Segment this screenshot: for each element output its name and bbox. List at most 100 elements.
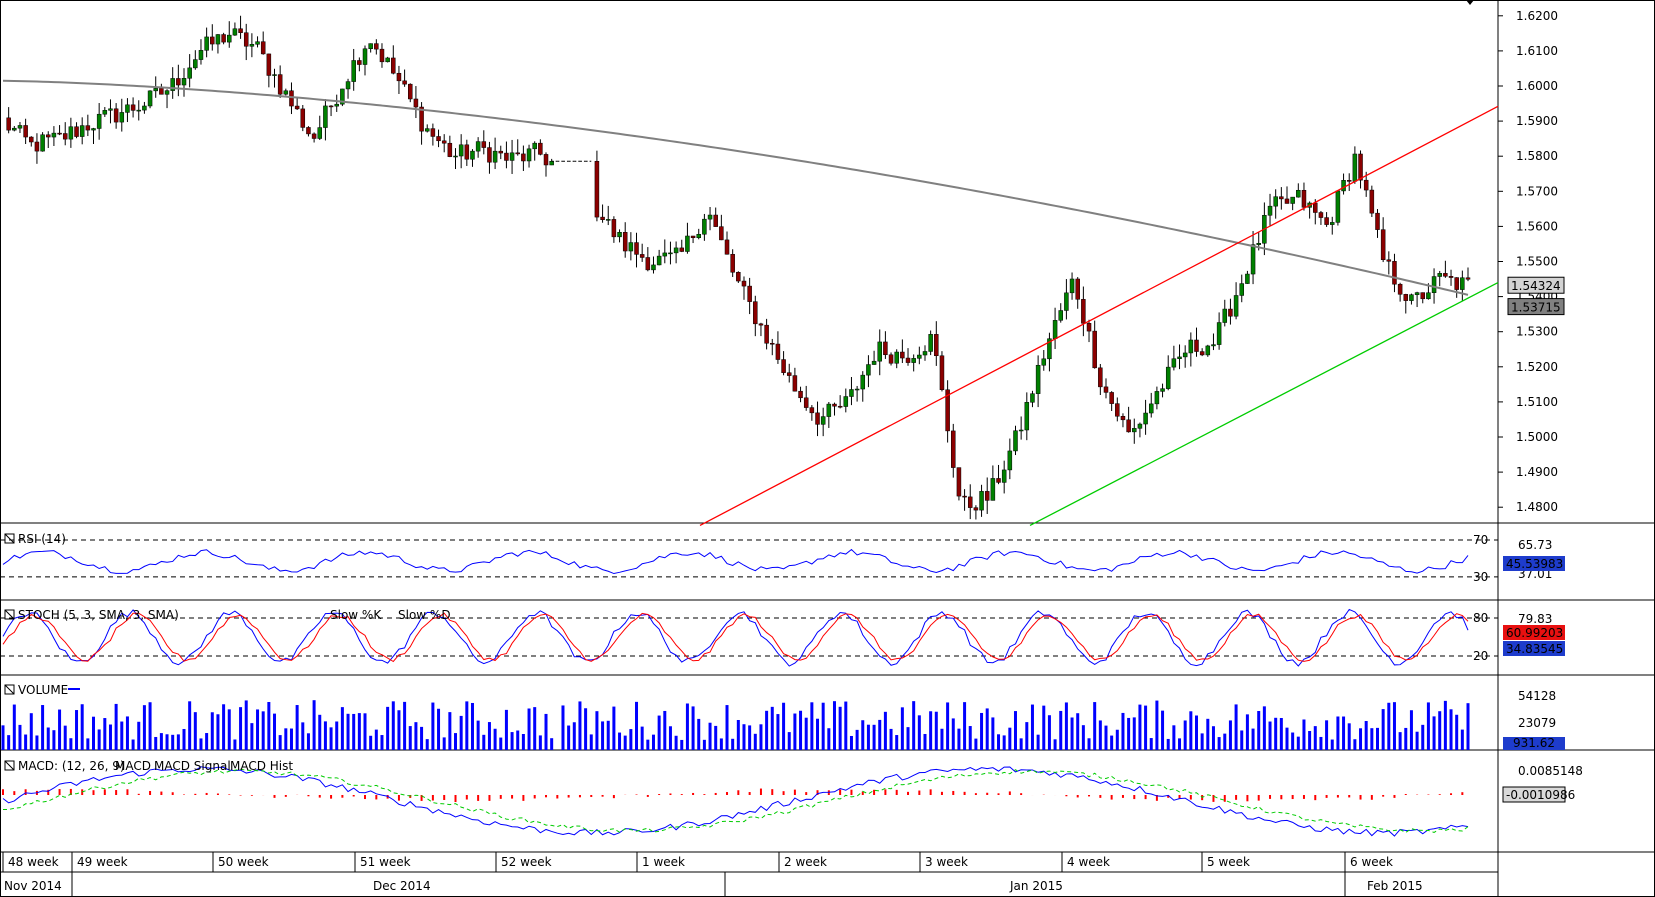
macd-hist-bar [364, 795, 367, 800]
macd-hist-bar [1065, 795, 1068, 797]
volume-bar [284, 728, 288, 750]
macd-hist-bar [1008, 791, 1011, 795]
macd-hist-bar [250, 795, 253, 796]
candle-body [176, 78, 181, 86]
candle-body [719, 226, 724, 241]
volume-bar [895, 735, 899, 750]
volume-bar [1325, 720, 1329, 750]
volume-bar [1336, 716, 1340, 750]
candle-body [198, 50, 204, 60]
volume-bar [906, 727, 910, 750]
volume-bar [816, 718, 820, 750]
candle-body [498, 150, 504, 154]
volume-bar [374, 729, 378, 750]
volume-bar [753, 733, 757, 750]
volume-bar [114, 703, 118, 750]
volume-bar [702, 739, 706, 750]
volume-bar [821, 702, 825, 750]
volume-bar [963, 702, 967, 750]
candle-body [996, 478, 1001, 483]
volume-bar [1228, 720, 1232, 750]
volume-bar [1404, 727, 1408, 750]
volume-bar [323, 721, 327, 750]
macd-hist-bar [205, 792, 208, 795]
macd-hist-bar [397, 795, 400, 801]
volume-bar [58, 709, 62, 750]
volume-bar [159, 733, 163, 750]
volume-bar [538, 735, 542, 750]
volume-bar [997, 734, 1001, 750]
stoch-k-legend: Slow %K [330, 608, 382, 622]
volume-bar [454, 733, 458, 750]
candle-body [51, 132, 57, 138]
candle-body [187, 67, 192, 79]
candle-body [639, 254, 645, 258]
volume-bar [849, 735, 853, 750]
candle-body [130, 104, 136, 111]
macd-hist-bar [578, 795, 581, 798]
candle-body [1024, 402, 1030, 431]
volume-bar [635, 701, 639, 750]
candle-body [815, 412, 820, 425]
candle-body [685, 235, 690, 252]
candle-body [1171, 358, 1177, 368]
volume-bar [482, 734, 486, 750]
candle-body [905, 357, 911, 363]
volume-bar [391, 701, 395, 750]
volume-bar [866, 724, 870, 750]
macd-hist-bar [2, 789, 4, 795]
candle-body [877, 341, 882, 362]
macd-hist-bar [1382, 795, 1385, 797]
volume-bar [1036, 734, 1040, 750]
candle-body [1437, 273, 1442, 277]
macd-hist-bar [477, 795, 480, 801]
candle-body [634, 242, 639, 255]
candle-body [1103, 386, 1109, 393]
candle-body [1313, 202, 1318, 213]
volume-bar [1319, 736, 1323, 750]
volume-bar [442, 737, 446, 750]
price-tick-label: 1.5700 [1516, 184, 1558, 198]
candle-body [1335, 190, 1341, 223]
candle-body [594, 160, 600, 218]
volume-bar [1262, 706, 1266, 750]
candle-body [1001, 469, 1007, 483]
volume-bar [1353, 739, 1357, 750]
last-price-text: 1.54324 [1511, 279, 1561, 293]
macd-hist-bar [284, 795, 287, 797]
rsi-axis-label: 65.73 [1518, 538, 1552, 552]
volume-bar [205, 733, 209, 750]
volume-bar [1359, 728, 1363, 750]
volume-bar [827, 728, 831, 750]
macd-hist-bar [330, 795, 333, 799]
volume-bar [1013, 711, 1017, 750]
candle-body [408, 83, 413, 100]
volume-bar [261, 711, 265, 750]
volume-bar [1138, 704, 1142, 750]
candle-body [521, 153, 526, 162]
candle-body [786, 372, 792, 376]
candle-body [306, 127, 311, 135]
macd-hist-bar [1155, 795, 1158, 801]
volume-tick-2: 23079 [1518, 716, 1556, 730]
volume-bar [1415, 731, 1419, 750]
month-label: Feb 2015 [1367, 879, 1423, 893]
volume-bar [1104, 725, 1108, 750]
macd-hist-bar [963, 791, 966, 795]
macd-hist-bar [1280, 795, 1283, 800]
week-label: 5 week [1207, 855, 1250, 869]
volume-bar [273, 713, 277, 750]
volume-bar [431, 702, 435, 750]
macd-hist-bar [1450, 793, 1453, 795]
volume-bar [708, 722, 712, 750]
stoch-d-box [1503, 625, 1565, 640]
volume-bar [1206, 718, 1210, 750]
volume-bar [340, 707, 344, 750]
volume-bar [527, 708, 531, 750]
volume-bar [1443, 700, 1447, 750]
candle-body [193, 59, 198, 69]
volume-bar [1132, 717, 1136, 750]
volume-bar [256, 709, 260, 750]
volume-bar [657, 715, 661, 750]
volume-bar [318, 714, 322, 750]
